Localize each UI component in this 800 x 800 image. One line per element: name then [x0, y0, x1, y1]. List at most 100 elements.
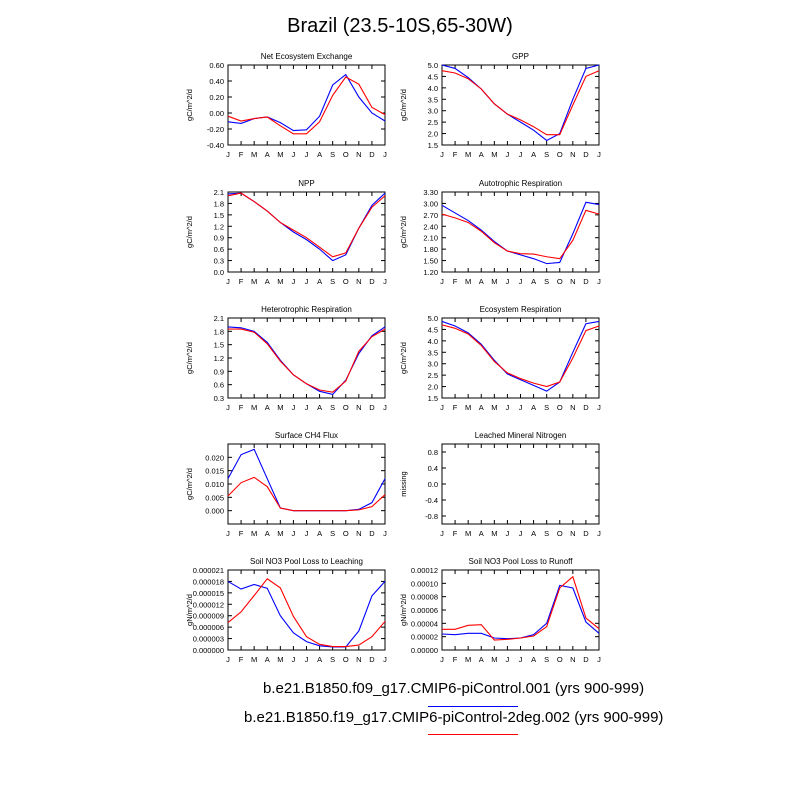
x-tick-label: J	[519, 277, 523, 286]
y-tick-label: 0.000003	[193, 635, 224, 644]
x-tick-label: M	[277, 655, 283, 664]
y-tick-label: 1.80	[423, 245, 438, 254]
x-tick-label: J	[305, 150, 309, 159]
y-axis-label: gC/m^2/d	[185, 468, 194, 500]
x-tick-label: N	[356, 150, 361, 159]
x-tick-label: J	[506, 655, 510, 664]
y-tick-label: 0.00012	[411, 566, 438, 575]
y-tick-label: 2.1	[214, 314, 224, 323]
y-tick-label: 0.000015	[193, 589, 224, 598]
y-tick-label: 0.0	[428, 480, 438, 489]
y-tick-label: 2.70	[423, 211, 438, 220]
y-tick-label: 0.60	[209, 61, 224, 70]
panel-title: Autotrophic Respiration	[479, 179, 562, 188]
x-tick-label: M	[491, 529, 497, 538]
y-tick-label: 0.000012	[193, 600, 224, 609]
plot-frame	[227, 191, 386, 273]
y-tick-label: -0.4	[425, 496, 438, 505]
x-tick-label: F	[239, 403, 244, 412]
x-tick-label: N	[570, 529, 575, 538]
y-tick-label: 1.8	[214, 327, 224, 336]
panel-heterotrophic-respiration: Heterotrophic Respiration 0.3 0.6 0.9 1.2 1.5…	[185, 305, 387, 412]
y-tick-label: 0.00004	[411, 619, 438, 628]
y-tick-label: 2.10	[423, 234, 438, 243]
x-tick-label: J	[292, 529, 296, 538]
y-tick-label: 2.40	[423, 222, 438, 231]
figure-title: Brazil (23.5-10S,65-30W)	[287, 15, 513, 37]
x-tick-label: J	[597, 277, 601, 286]
x-tick-label: N	[570, 150, 575, 159]
x-tick-label: A	[265, 403, 270, 412]
x-tick-label: O	[557, 529, 563, 538]
y-tick-label: 0.20	[209, 93, 224, 102]
y-tick-label: 2.0	[428, 130, 438, 139]
x-tick-label: A	[265, 655, 270, 664]
y-tick-label: 4.5	[428, 72, 438, 81]
y-tick-label: -0.40	[207, 141, 224, 150]
y-tick-label: 3.5	[428, 348, 438, 357]
y-axis-label: gN/m^2/d	[399, 594, 408, 626]
series-line-blue	[227, 580, 386, 648]
panel-soil-no3-pool-loss-to-leaching: Soil NO3 Pool Loss to Leaching 0.000000 0.…	[185, 557, 387, 664]
series-line-red	[441, 70, 600, 136]
y-tick-label: 0.00006	[411, 606, 438, 615]
x-tick-label: J	[519, 403, 523, 412]
panel-autotrophic-respiration: Autotrophic Respiration 1.20 1.50 1.80 2.10 2…	[399, 179, 601, 286]
x-tick-label: J	[383, 403, 387, 412]
x-tick-label: M	[251, 150, 257, 159]
x-tick-label: M	[277, 277, 283, 286]
x-tick-label: F	[239, 277, 244, 286]
y-tick-label: 1.5	[428, 394, 438, 403]
y-tick-label: 0.9	[214, 367, 224, 376]
panel-net-ecosystem-exchange: Net Ecosystem Exchange -0.40 -0.20 0.00 0.20…	[185, 52, 387, 159]
x-tick-label: A	[317, 529, 322, 538]
x-tick-label: A	[479, 529, 484, 538]
x-tick-label: M	[491, 277, 497, 286]
x-tick-label: J	[226, 150, 230, 159]
y-tick-label: 1.50	[423, 257, 438, 266]
x-tick-label: M	[491, 150, 497, 159]
x-tick-label: N	[356, 403, 361, 412]
y-tick-label: 2.5	[428, 371, 438, 380]
x-tick-label: D	[369, 655, 375, 664]
x-tick-label: O	[343, 150, 349, 159]
x-tick-label: D	[583, 403, 589, 412]
y-tick-label: 3.5	[428, 95, 438, 104]
x-tick-label: F	[239, 150, 244, 159]
x-tick-label: D	[583, 150, 589, 159]
y-tick-label: -0.20	[207, 125, 224, 134]
x-tick-label: S	[330, 655, 335, 664]
x-tick-label: M	[465, 403, 471, 412]
series-line-red	[227, 578, 386, 648]
y-tick-label: 0.00002	[411, 633, 438, 642]
series-line-blue	[441, 584, 600, 640]
x-tick-label: J	[519, 655, 523, 664]
x-tick-label: A	[317, 277, 322, 286]
y-tick-label: 5.0	[428, 61, 438, 70]
plot-frame	[441, 191, 600, 273]
series-line-red	[227, 192, 386, 258]
x-tick-label: A	[479, 277, 484, 286]
y-tick-label: 0.9	[214, 234, 224, 243]
plot-frame	[227, 569, 386, 651]
x-tick-label: J	[506, 277, 510, 286]
series-line-red	[228, 328, 386, 393]
y-tick-label: 0.6	[214, 381, 224, 390]
y-tick-label: 0.000	[205, 507, 224, 516]
x-tick-label: O	[343, 529, 349, 538]
x-tick-label: J	[519, 150, 523, 159]
panel-leached-mineral-nitrogen: Leached Mineral Nitrogen -0.8 -0.4 0.0 0.4 0.…	[399, 431, 601, 538]
y-tick-label: 0.000006	[193, 623, 224, 632]
x-tick-label: O	[557, 150, 563, 159]
x-tick-label: M	[251, 403, 257, 412]
series-line-blue	[227, 448, 386, 512]
y-axis-label: gC/m^2/d	[399, 89, 408, 121]
y-tick-label: 1.20	[423, 268, 438, 277]
x-tick-label: F	[239, 655, 244, 664]
x-tick-label: S	[330, 150, 335, 159]
x-tick-label: J	[597, 403, 601, 412]
y-tick-label: 0.4	[428, 464, 438, 473]
x-tick-label: F	[453, 655, 458, 664]
x-tick-label: M	[465, 655, 471, 664]
